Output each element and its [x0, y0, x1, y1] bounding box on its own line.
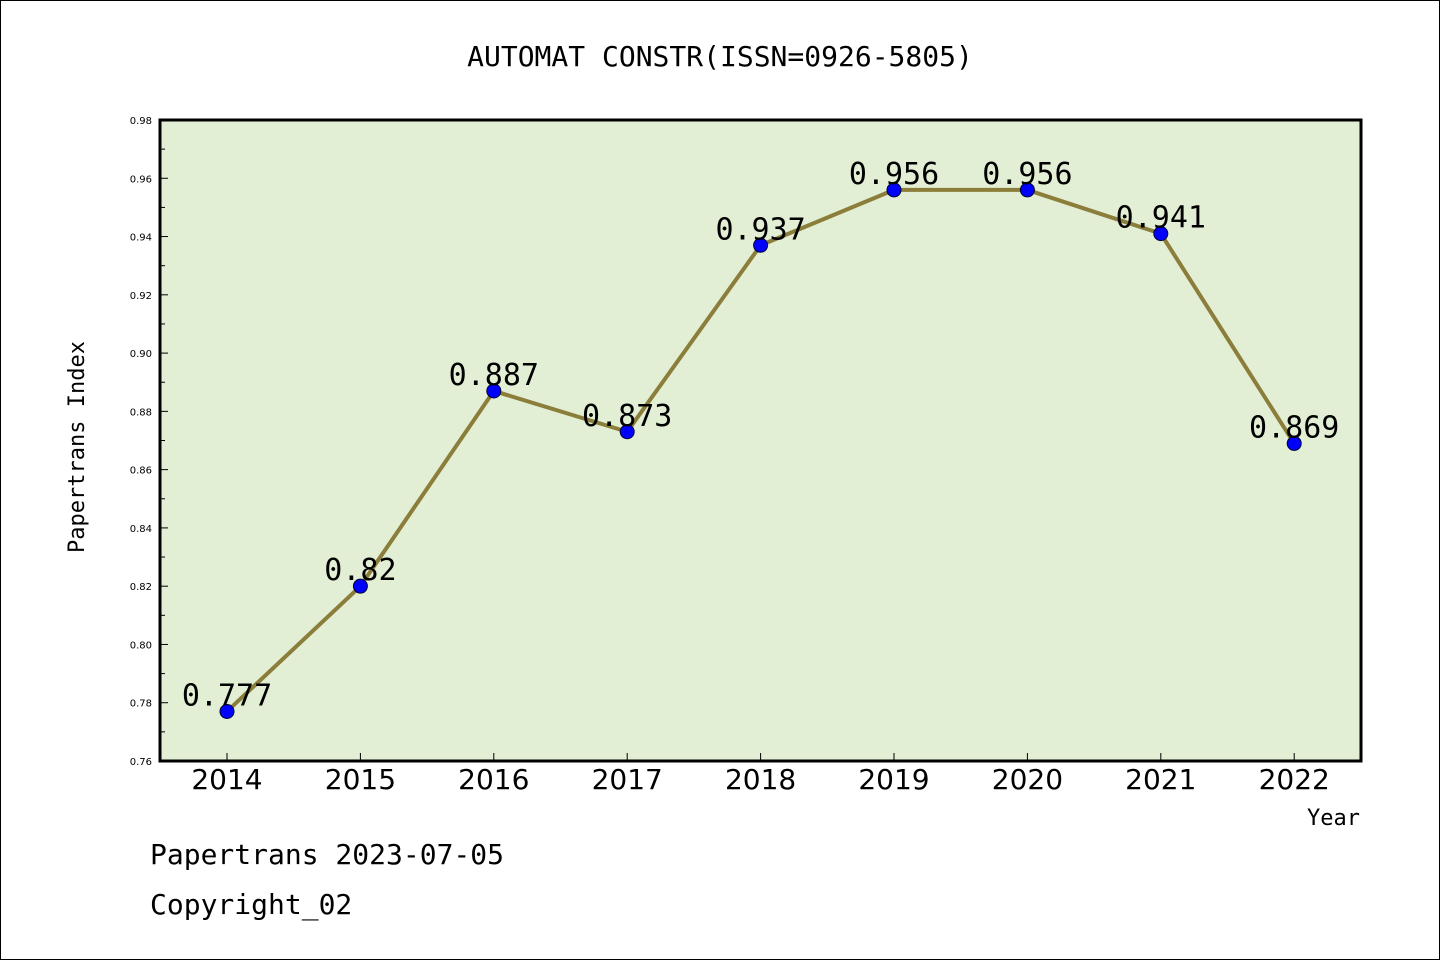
y-axis-label: Papertrans Index [65, 341, 90, 553]
y-tick-label: 0.76 [130, 757, 152, 768]
data-labels: 0.777 0.82 0.887 0.873 0.937 0.956 0.956 0.941 0… [182, 157, 1340, 714]
data-label: 0.941 [1116, 201, 1206, 236]
x-axis: 2014 2015 2016 2017 2018 2019 2020 2021 2022 [191, 753, 1330, 796]
series-line [219, 182, 1302, 719]
chart-title: AUTOMAT CONSTR(ISSN=0926-5805) [467, 40, 973, 73]
y-tick-label: 0.98 [130, 116, 152, 127]
x-tick-label: 2022 [1259, 763, 1330, 796]
y-tick-label: 0.78 [130, 699, 152, 710]
y-tick-label: 0.82 [130, 582, 152, 593]
data-label: 0.82 [324, 553, 396, 588]
y-tick-label: 0.92 [130, 291, 152, 302]
x-tick-label: 2017 [592, 763, 663, 796]
x-tick-label: 2018 [725, 763, 796, 796]
data-label: 0.869 [1249, 410, 1339, 445]
x-tick-label: 2016 [458, 763, 529, 796]
y-axis: 0.76 0.78 0.80 0.82 0.84 0.86 0.88 0.90 0.92 0.94… [130, 116, 168, 768]
data-label: 0.956 [849, 157, 939, 192]
x-tick-label: 2014 [191, 763, 262, 796]
data-label: 0.777 [182, 678, 272, 713]
data-label: 0.937 [715, 212, 805, 247]
y-tick-label: 0.86 [130, 466, 152, 477]
x-tick-label: 2015 [325, 763, 396, 796]
footer-stamp: Papertrans 2023-07-05 [150, 838, 504, 871]
y-tick-label: 0.90 [130, 349, 152, 360]
data-label: 0.873 [582, 399, 672, 434]
data-point [219, 703, 235, 719]
data-label: 0.956 [982, 157, 1072, 192]
data-point [1286, 435, 1302, 451]
data-label: 0.887 [449, 358, 539, 393]
y-tick-label: 0.84 [130, 524, 152, 535]
y-tick-label: 0.94 [130, 233, 152, 244]
footer-copyright: Copyright_02 [150, 888, 352, 922]
x-tick-label: 2019 [858, 763, 929, 796]
y-tick-label: 0.96 [130, 174, 152, 185]
data-point [753, 237, 769, 253]
x-tick-label: 2021 [1125, 763, 1196, 796]
data-point [352, 578, 368, 594]
x-tick-label: 2020 [992, 763, 1063, 796]
data-point [1019, 182, 1035, 198]
y-tick-label: 0.88 [130, 407, 152, 418]
data-point [886, 182, 902, 198]
x-axis-label: Year [1307, 806, 1360, 831]
data-point [1153, 226, 1169, 242]
data-point [486, 383, 502, 399]
data-point [619, 424, 635, 440]
y-tick-label: 0.80 [130, 640, 152, 651]
